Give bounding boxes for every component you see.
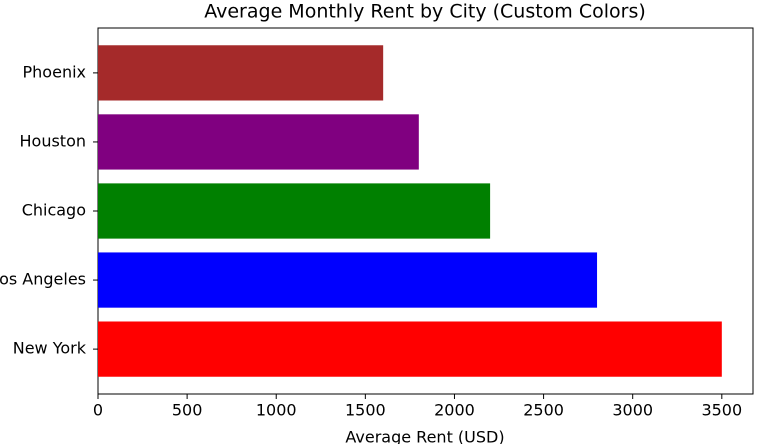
bar bbox=[98, 45, 384, 101]
x-tick-label: 2500 bbox=[523, 401, 564, 420]
y-tick-label: Houston bbox=[20, 131, 87, 150]
x-tick-label: 0 bbox=[93, 401, 103, 420]
y-tick-label: Chicago bbox=[22, 201, 86, 220]
x-tick-label: 1000 bbox=[256, 401, 297, 420]
bar bbox=[98, 183, 491, 239]
bar bbox=[98, 321, 722, 377]
x-tick-label: 1500 bbox=[345, 401, 386, 420]
y-tick-label: Phoenix bbox=[23, 62, 86, 81]
x-tick-label: 3000 bbox=[612, 401, 653, 420]
x-tick-label: 500 bbox=[172, 401, 203, 420]
chart-title: Average Monthly Rent by City (Custom Col… bbox=[204, 1, 646, 23]
bar bbox=[98, 114, 419, 170]
x-axis-label: Average Rent (USD) bbox=[345, 428, 504, 444]
y-tick-label: New York bbox=[13, 339, 87, 358]
x-tick-label: 2000 bbox=[434, 401, 475, 420]
y-tick-label: Los Angeles bbox=[0, 270, 86, 289]
bar bbox=[98, 252, 598, 308]
x-tick-label: 3500 bbox=[701, 401, 742, 420]
